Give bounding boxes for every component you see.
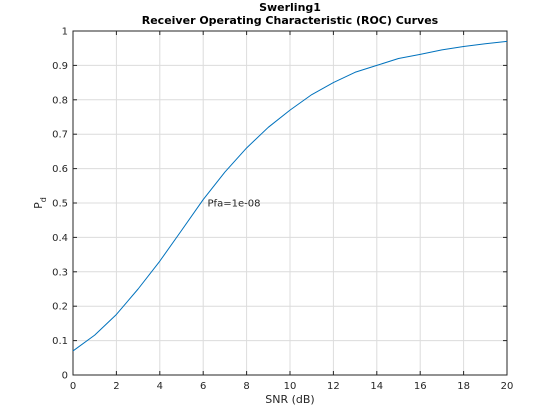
annotations: Pfa=1e-08: [208, 199, 261, 210]
x-tick-label: 10: [284, 381, 297, 392]
y-tick-label: 0.9: [52, 61, 68, 72]
x-tick-label: 2: [113, 381, 119, 392]
y-tick-label: 0: [62, 371, 68, 382]
y-tick-label: 0.6: [52, 164, 68, 175]
y-tick-labels: 0 0.1 0.2 0.3 0.4 0.5 0.6 0.7 0.8 0.9 1: [52, 27, 68, 382]
y-axis-label-main: P: [32, 202, 45, 209]
y-tick-label: 1: [62, 27, 68, 38]
x-tick-label: 0: [70, 381, 76, 392]
x-tick-label: 6: [200, 381, 206, 392]
x-tick-label: 14: [370, 381, 383, 392]
y-tick-label: 0.5: [52, 199, 68, 210]
y-tick-label: 0.2: [52, 302, 68, 313]
x-tick-label: 4: [157, 381, 163, 392]
chart-subtitle: Receiver Operating Characteristic (ROC) …: [142, 14, 439, 27]
x-axis-label: SNR (dB): [265, 393, 314, 406]
y-tick-label: 0.4: [52, 233, 68, 244]
x-tick-label: 12: [327, 381, 340, 392]
x-tick-label: 20: [501, 381, 514, 392]
y-tick-label: 0.1: [52, 336, 68, 347]
tick-marks: [72, 30, 508, 376]
x-tick-label: 18: [457, 381, 470, 392]
y-tick-label: 0.8: [52, 95, 68, 106]
annotation-label: Pfa=1e-08: [208, 199, 261, 210]
y-tick-label: 0.7: [52, 130, 68, 141]
y-tick-label: 0.3: [52, 267, 68, 278]
x-tick-label: 8: [243, 381, 249, 392]
y-axis-label-sub: d: [39, 197, 48, 202]
chart-title: Swerling1: [259, 1, 321, 14]
x-tick-labels: 0 2 4 6 8 10 12 14 16 18 20: [70, 381, 514, 392]
y-axis-label: Pd: [32, 197, 48, 209]
series-lines: [72, 40, 508, 352]
x-tick-label: 16: [414, 381, 427, 392]
series-line: [72, 40, 508, 352]
